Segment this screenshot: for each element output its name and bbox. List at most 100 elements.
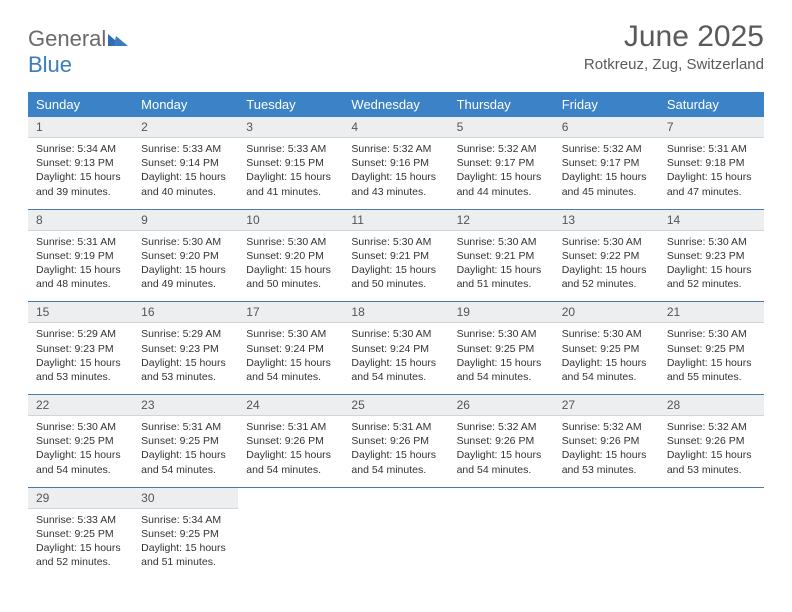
sunset-line: Sunset: 9:26 PM xyxy=(246,434,335,448)
sunset-line: Sunset: 9:16 PM xyxy=(351,156,440,170)
daylight-line: Daylight: 15 hours and 53 minutes. xyxy=(667,448,756,476)
calendar-cell: 10Sunrise: 5:30 AMSunset: 9:20 PMDayligh… xyxy=(238,209,343,302)
sunset-line: Sunset: 9:24 PM xyxy=(246,342,335,356)
day-number: 26 xyxy=(449,395,554,416)
day-body: Sunrise: 5:30 AMSunset: 9:24 PMDaylight:… xyxy=(343,323,448,394)
calendar-cell xyxy=(343,487,448,579)
sunrise-line: Sunrise: 5:30 AM xyxy=(141,235,230,249)
day-body: Sunrise: 5:31 AMSunset: 9:19 PMDaylight:… xyxy=(28,231,133,302)
sunset-line: Sunset: 9:25 PM xyxy=(667,342,756,356)
day-number: 7 xyxy=(659,117,764,138)
day-body: Sunrise: 5:33 AMSunset: 9:15 PMDaylight:… xyxy=(238,138,343,209)
sunset-line: Sunset: 9:23 PM xyxy=(36,342,125,356)
calendar-cell: 17Sunrise: 5:30 AMSunset: 9:24 PMDayligh… xyxy=(238,302,343,395)
day-body: Sunrise: 5:30 AMSunset: 9:24 PMDaylight:… xyxy=(238,323,343,394)
daylight-line: Daylight: 15 hours and 52 minutes. xyxy=(667,263,756,291)
sunrise-line: Sunrise: 5:30 AM xyxy=(36,420,125,434)
calendar-cell: 4Sunrise: 5:32 AMSunset: 9:16 PMDaylight… xyxy=(343,117,448,209)
sunset-line: Sunset: 9:26 PM xyxy=(667,434,756,448)
day-body: Sunrise: 5:31 AMSunset: 9:26 PMDaylight:… xyxy=(343,416,448,487)
sunset-line: Sunset: 9:25 PM xyxy=(36,527,125,541)
daylight-line: Daylight: 15 hours and 53 minutes. xyxy=(562,448,651,476)
sunrise-line: Sunrise: 5:33 AM xyxy=(246,142,335,156)
sunrise-line: Sunrise: 5:31 AM xyxy=(36,235,125,249)
daylight-line: Daylight: 15 hours and 54 minutes. xyxy=(246,448,335,476)
sunrise-line: Sunrise: 5:30 AM xyxy=(562,327,651,341)
sunrise-line: Sunrise: 5:30 AM xyxy=(351,235,440,249)
calendar-cell xyxy=(449,487,554,579)
sunset-line: Sunset: 9:24 PM xyxy=(351,342,440,356)
day-body: Sunrise: 5:29 AMSunset: 9:23 PMDaylight:… xyxy=(28,323,133,394)
daylight-line: Daylight: 15 hours and 52 minutes. xyxy=(36,541,125,569)
daylight-line: Daylight: 15 hours and 50 minutes. xyxy=(351,263,440,291)
calendar-row: 22Sunrise: 5:30 AMSunset: 9:25 PMDayligh… xyxy=(28,395,764,488)
sunrise-line: Sunrise: 5:30 AM xyxy=(667,327,756,341)
calendar-cell: 25Sunrise: 5:31 AMSunset: 9:26 PMDayligh… xyxy=(343,395,448,488)
day-body: Sunrise: 5:32 AMSunset: 9:17 PMDaylight:… xyxy=(449,138,554,209)
sunset-line: Sunset: 9:26 PM xyxy=(457,434,546,448)
daylight-line: Daylight: 15 hours and 53 minutes. xyxy=(141,356,230,384)
sunset-line: Sunset: 9:15 PM xyxy=(246,156,335,170)
sunset-line: Sunset: 9:19 PM xyxy=(36,249,125,263)
sunset-line: Sunset: 9:17 PM xyxy=(457,156,546,170)
sunrise-line: Sunrise: 5:32 AM xyxy=(562,142,651,156)
day-number: 28 xyxy=(659,395,764,416)
daylight-line: Daylight: 15 hours and 49 minutes. xyxy=(141,263,230,291)
calendar-row: 15Sunrise: 5:29 AMSunset: 9:23 PMDayligh… xyxy=(28,302,764,395)
sunrise-line: Sunrise: 5:31 AM xyxy=(246,420,335,434)
sunset-line: Sunset: 9:23 PM xyxy=(667,249,756,263)
calendar-cell: 1Sunrise: 5:34 AMSunset: 9:13 PMDaylight… xyxy=(28,117,133,209)
col-friday: Friday xyxy=(554,92,659,117)
sunrise-line: Sunrise: 5:31 AM xyxy=(667,142,756,156)
day-body: Sunrise: 5:30 AMSunset: 9:23 PMDaylight:… xyxy=(659,231,764,302)
day-body: Sunrise: 5:31 AMSunset: 9:18 PMDaylight:… xyxy=(659,138,764,209)
day-number: 20 xyxy=(554,302,659,323)
daylight-line: Daylight: 15 hours and 47 minutes. xyxy=(667,170,756,198)
page-title: June 2025 xyxy=(584,20,764,54)
sunset-line: Sunset: 9:13 PM xyxy=(36,156,125,170)
daylight-line: Daylight: 15 hours and 54 minutes. xyxy=(36,448,125,476)
day-body: Sunrise: 5:31 AMSunset: 9:26 PMDaylight:… xyxy=(238,416,343,487)
day-number: 29 xyxy=(28,488,133,509)
sunrise-line: Sunrise: 5:31 AM xyxy=(351,420,440,434)
day-number: 2 xyxy=(133,117,238,138)
sunset-line: Sunset: 9:18 PM xyxy=(667,156,756,170)
calendar-table: Sunday Monday Tuesday Wednesday Thursday… xyxy=(28,92,764,579)
calendar-cell: 6Sunrise: 5:32 AMSunset: 9:17 PMDaylight… xyxy=(554,117,659,209)
day-body: Sunrise: 5:30 AMSunset: 9:25 PMDaylight:… xyxy=(659,323,764,394)
day-number: 14 xyxy=(659,210,764,231)
col-wednesday: Wednesday xyxy=(343,92,448,117)
sunrise-line: Sunrise: 5:30 AM xyxy=(457,327,546,341)
sunset-line: Sunset: 9:25 PM xyxy=(141,527,230,541)
day-number: 6 xyxy=(554,117,659,138)
calendar-cell: 9Sunrise: 5:30 AMSunset: 9:20 PMDaylight… xyxy=(133,209,238,302)
calendar-cell: 23Sunrise: 5:31 AMSunset: 9:25 PMDayligh… xyxy=(133,395,238,488)
day-number: 24 xyxy=(238,395,343,416)
sunrise-line: Sunrise: 5:30 AM xyxy=(246,327,335,341)
calendar-cell xyxy=(238,487,343,579)
sunset-line: Sunset: 9:20 PM xyxy=(141,249,230,263)
sunrise-line: Sunrise: 5:30 AM xyxy=(562,235,651,249)
daylight-line: Daylight: 15 hours and 55 minutes. xyxy=(667,356,756,384)
day-number: 18 xyxy=(343,302,448,323)
calendar-cell: 21Sunrise: 5:30 AMSunset: 9:25 PMDayligh… xyxy=(659,302,764,395)
calendar-cell: 27Sunrise: 5:32 AMSunset: 9:26 PMDayligh… xyxy=(554,395,659,488)
day-body: Sunrise: 5:33 AMSunset: 9:25 PMDaylight:… xyxy=(28,509,133,580)
col-thursday: Thursday xyxy=(449,92,554,117)
sunset-line: Sunset: 9:26 PM xyxy=(351,434,440,448)
sunset-line: Sunset: 9:22 PM xyxy=(562,249,651,263)
day-number: 25 xyxy=(343,395,448,416)
daylight-line: Daylight: 15 hours and 50 minutes. xyxy=(246,263,335,291)
daylight-line: Daylight: 15 hours and 54 minutes. xyxy=(351,356,440,384)
sunrise-line: Sunrise: 5:34 AM xyxy=(36,142,125,156)
calendar-cell: 13Sunrise: 5:30 AMSunset: 9:22 PMDayligh… xyxy=(554,209,659,302)
col-saturday: Saturday xyxy=(659,92,764,117)
calendar-row: 8Sunrise: 5:31 AMSunset: 9:19 PMDaylight… xyxy=(28,209,764,302)
day-number: 30 xyxy=(133,488,238,509)
calendar-cell: 3Sunrise: 5:33 AMSunset: 9:15 PMDaylight… xyxy=(238,117,343,209)
sunrise-line: Sunrise: 5:29 AM xyxy=(141,327,230,341)
day-body: Sunrise: 5:30 AMSunset: 9:20 PMDaylight:… xyxy=(133,231,238,302)
daylight-line: Daylight: 15 hours and 41 minutes. xyxy=(246,170,335,198)
daylight-line: Daylight: 15 hours and 54 minutes. xyxy=(141,448,230,476)
calendar-cell: 26Sunrise: 5:32 AMSunset: 9:26 PMDayligh… xyxy=(449,395,554,488)
